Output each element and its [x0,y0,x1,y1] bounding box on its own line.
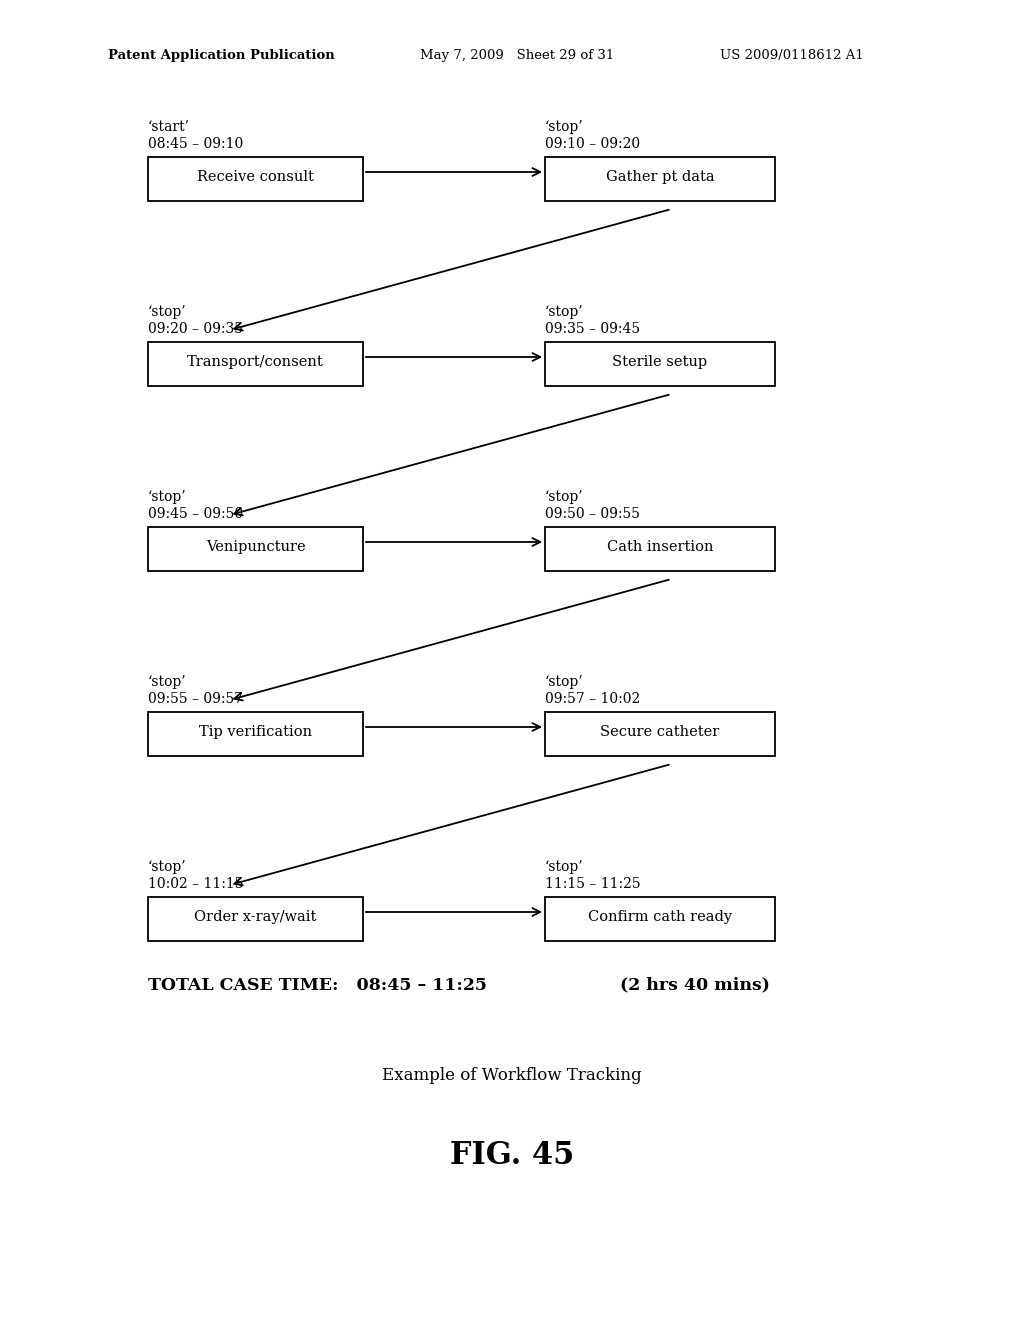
Text: Confirm cath ready: Confirm cath ready [588,909,732,924]
Text: ‘start’: ‘start’ [148,120,190,135]
Text: 11:15 – 11:25: 11:15 – 11:25 [545,876,641,891]
Text: May 7, 2009   Sheet 29 of 31: May 7, 2009 Sheet 29 of 31 [420,49,614,62]
Text: (2 hrs 40 mins): (2 hrs 40 mins) [620,977,770,994]
Text: US 2009/0118612 A1: US 2009/0118612 A1 [720,49,864,62]
Text: Cath insertion: Cath insertion [607,540,714,554]
Text: ‘stop’: ‘stop’ [545,120,584,135]
Text: 08:45 – 09:10: 08:45 – 09:10 [148,137,244,150]
Text: 09:35 – 09:45: 09:35 – 09:45 [545,322,640,337]
Text: ‘stop’: ‘stop’ [148,861,186,874]
Text: 09:57 – 10:02: 09:57 – 10:02 [545,692,640,706]
Text: ‘stop’: ‘stop’ [545,861,584,874]
Bar [545,898,775,941]
Text: Transport/consent: Transport/consent [187,355,324,370]
Text: ‘stop’: ‘stop’ [148,490,186,504]
Text: 09:10 – 09:20: 09:10 – 09:20 [545,137,640,150]
Text: Order x-ray/wait: Order x-ray/wait [195,909,316,924]
Text: Secure catheter: Secure catheter [600,725,720,739]
Text: ‘stop’: ‘stop’ [545,490,584,504]
Text: Sterile setup: Sterile setup [612,355,708,370]
Bar [148,157,362,201]
Text: 09:50 – 09:55: 09:50 – 09:55 [545,507,640,521]
Text: Example of Workflow Tracking: Example of Workflow Tracking [382,1067,642,1084]
Text: Patent Application Publication: Patent Application Publication [108,49,335,62]
Text: Gather pt data: Gather pt data [605,170,715,183]
Text: FIG. 45: FIG. 45 [450,1139,574,1171]
Bar [545,711,775,756]
Text: 09:55 – 09:57: 09:55 – 09:57 [148,692,243,706]
Bar [148,527,362,572]
Text: 09:45 – 09:50: 09:45 – 09:50 [148,507,243,521]
Bar [148,342,362,385]
Text: ‘stop’: ‘stop’ [545,675,584,689]
Bar [545,342,775,385]
Bar [148,898,362,941]
Text: 09:20 – 09:35: 09:20 – 09:35 [148,322,243,337]
Text: TOTAL CASE TIME:   08:45 – 11:25: TOTAL CASE TIME: 08:45 – 11:25 [148,977,487,994]
Text: Receive consult: Receive consult [197,170,314,183]
Text: ‘stop’: ‘stop’ [148,305,186,319]
Text: Tip verification: Tip verification [199,725,312,739]
Text: 10:02 – 11:15: 10:02 – 11:15 [148,876,244,891]
Bar [545,527,775,572]
Text: Venipuncture: Venipuncture [206,540,305,554]
Text: ‘stop’: ‘stop’ [148,675,186,689]
Text: ‘stop’: ‘stop’ [545,305,584,319]
Bar [148,711,362,756]
Bar [545,157,775,201]
